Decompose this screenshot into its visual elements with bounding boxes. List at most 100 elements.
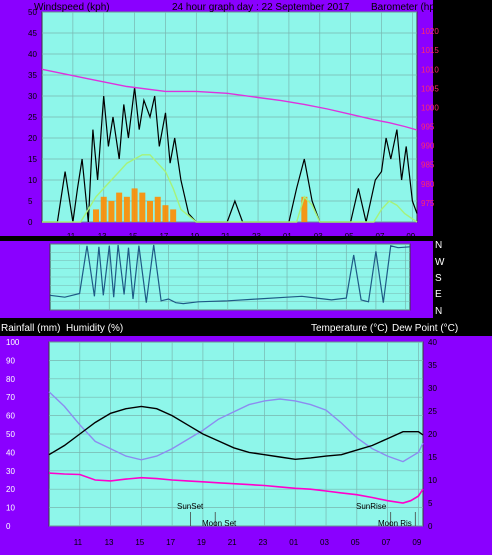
barometer-y-tick-label: 985 [421, 161, 435, 170]
rain-bar [147, 201, 154, 222]
rain-bar [116, 192, 123, 222]
wind-y-tick-label: 45 [28, 29, 37, 38]
wind-y-tick-label: 10 [28, 176, 37, 185]
rain-bar [108, 201, 115, 222]
sunrise-label: SunRise [356, 502, 387, 511]
temperature-y-tick-label: 20 [428, 430, 437, 439]
direction-letter-w: W [435, 257, 445, 268]
humidity-y-tick-label: 60 [6, 412, 15, 421]
moonset-label: Moon Set [202, 519, 237, 528]
dew-point-axis-label: Dew Point (°C) [392, 323, 458, 334]
humidity-y-tick-label: 100 [6, 338, 20, 347]
temp-x-tick-label: 03 [320, 538, 329, 547]
temperature-y-tick-label: 10 [428, 476, 437, 485]
temp-x-tick-label: 11 [74, 538, 83, 547]
temp-x-tick-label: 13 [105, 538, 114, 547]
temp-x-tick-label: 23 [258, 538, 267, 547]
temp-x-tick-label: 07 [382, 538, 391, 547]
wind-x-tick-label: 01 [283, 232, 292, 241]
wind-direction-series-line [49, 244, 411, 305]
humidity-y-tick-label: 20 [6, 485, 15, 494]
barometer-axis-label: Barometer (hpa) [371, 2, 444, 13]
temp-x-tick-label: 01 [289, 538, 298, 547]
humidity-y-tick-label: 10 [6, 504, 15, 513]
temperature-axis-label: Temperature (°C) [311, 323, 388, 334]
direction-letter-s: S [435, 273, 442, 284]
rain-bar [139, 192, 146, 222]
barometer-y-tick-label: 975 [421, 199, 435, 208]
wind-x-tick-label: 21 [221, 232, 230, 241]
wind-y-tick-label: 40 [28, 50, 37, 59]
barometer-y-tick-label: 1000 [421, 103, 439, 112]
moonrise-label: Moon Ris [378, 519, 412, 528]
temp-x-tick-label: 19 [197, 538, 206, 547]
wind-y-tick-label: 5 [28, 197, 33, 206]
temp-x-tick-label: 17 [166, 538, 175, 547]
wind-x-tick-label: 17 [159, 232, 168, 241]
rain-bar [170, 209, 177, 222]
gust-series-line [42, 87, 418, 223]
temperature-y-tick-label: 30 [428, 384, 437, 393]
wind-x-tick-label: 19 [190, 232, 199, 241]
wind-x-tick-label: 03 [314, 232, 323, 241]
temp-x-tick-label: 09 [412, 538, 421, 547]
temperature-y-tick-label: 15 [428, 453, 437, 462]
rainfall-axis-label: Rainfall (mm) [1, 323, 60, 334]
temperature-y-tick-label: 35 [428, 361, 437, 370]
wind-y-tick-label: 15 [28, 155, 37, 164]
rain-bar [162, 205, 169, 222]
wind-x-tick-label: 05 [345, 232, 354, 241]
rain-bar [123, 196, 130, 222]
dew-point-series-line [48, 472, 424, 504]
graph-title: 24 hour graph day : 22 September 2017 [172, 2, 350, 13]
humidity-y-tick-label: 0 [6, 522, 11, 531]
temp-x-tick-label: 15 [135, 538, 144, 547]
rain-bar [93, 209, 100, 222]
barometer-y-tick-label: 1020 [421, 27, 439, 36]
humidity-y-tick-label: 80 [6, 375, 15, 384]
temperature-series-line [48, 405, 424, 461]
barometer-y-tick-label: 990 [421, 142, 435, 151]
temperature-y-tick-label: 5 [428, 499, 433, 508]
humidity-y-tick-label: 30 [6, 467, 15, 476]
sunset-label: SunSet [177, 502, 204, 511]
barometer-y-tick-label: 1005 [421, 84, 439, 93]
barometer-y-tick-label: 1010 [421, 65, 439, 74]
wind-y-tick-label: 50 [28, 8, 37, 17]
wind-x-tick-label: 09 [406, 232, 415, 241]
wind-y-tick-label: 0 [28, 218, 33, 227]
barometer-series-line [41, 68, 418, 131]
wind-x-tick-label: 07 [376, 232, 385, 241]
rain-bar [131, 188, 138, 222]
humidity-axis-label: Humidity (%) [66, 323, 123, 334]
temp-x-tick-label: 21 [228, 538, 237, 547]
temperature-y-tick-label: 40 [428, 338, 437, 347]
barometer-y-tick-label: 980 [421, 180, 435, 189]
wind-x-tick-label: 13 [98, 232, 107, 241]
rain-bar [154, 196, 161, 222]
rain-bar [100, 196, 107, 222]
rain-bar [301, 196, 308, 222]
wind-y-tick-label: 30 [28, 92, 37, 101]
barometer-y-tick-label: 995 [421, 123, 435, 132]
temperature-y-tick-label: 0 [428, 522, 433, 531]
temp-x-tick-label: 05 [351, 538, 360, 547]
wind-y-tick-label: 25 [28, 113, 37, 122]
wind-x-tick-label: 11 [67, 232, 76, 241]
avg-wind-series-line [42, 154, 418, 223]
wind-x-tick-label: 15 [129, 232, 138, 241]
direction-letter-n-bottom: N [435, 306, 442, 317]
wind-axis-label: Windspeed (kph) [34, 2, 110, 13]
barometer-y-tick-label: 1015 [421, 46, 439, 55]
wind-x-tick-label: 23 [252, 232, 261, 241]
temperature-y-tick-label: 25 [428, 407, 437, 416]
humidity-y-tick-label: 90 [6, 356, 15, 365]
wind-y-tick-label: 35 [28, 71, 37, 80]
humidity-y-tick-label: 70 [6, 393, 15, 402]
direction-letter-n-top: N [435, 240, 442, 251]
wind-y-tick-label: 20 [28, 134, 37, 143]
humidity-y-tick-label: 50 [6, 430, 15, 439]
humidity-y-tick-label: 40 [6, 448, 15, 457]
direction-letter-e: E [435, 289, 442, 300]
